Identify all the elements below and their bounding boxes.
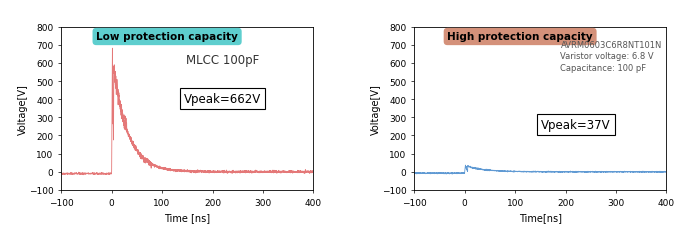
X-axis label: Time[ns]: Time[ns] (519, 212, 562, 222)
Text: Vpeak=37V: Vpeak=37V (541, 119, 611, 131)
Text: Low protection capacity: Low protection capacity (96, 32, 238, 42)
Y-axis label: Voltage[V]: Voltage[V] (371, 83, 380, 134)
Text: AVRM0603C6R8NT101N
Varistor voltage: 6.8 V
Capacitance: 100 pF: AVRM0603C6R8NT101N Varistor voltage: 6.8… (560, 41, 662, 73)
Text: Vpeak=662V: Vpeak=662V (184, 93, 261, 106)
X-axis label: Time [ns]: Time [ns] (165, 212, 210, 222)
Y-axis label: Voltage[V]: Voltage[V] (18, 83, 27, 134)
Text: MLCC 100pF: MLCC 100pF (186, 54, 259, 66)
Text: High protection capacity: High protection capacity (447, 32, 593, 42)
